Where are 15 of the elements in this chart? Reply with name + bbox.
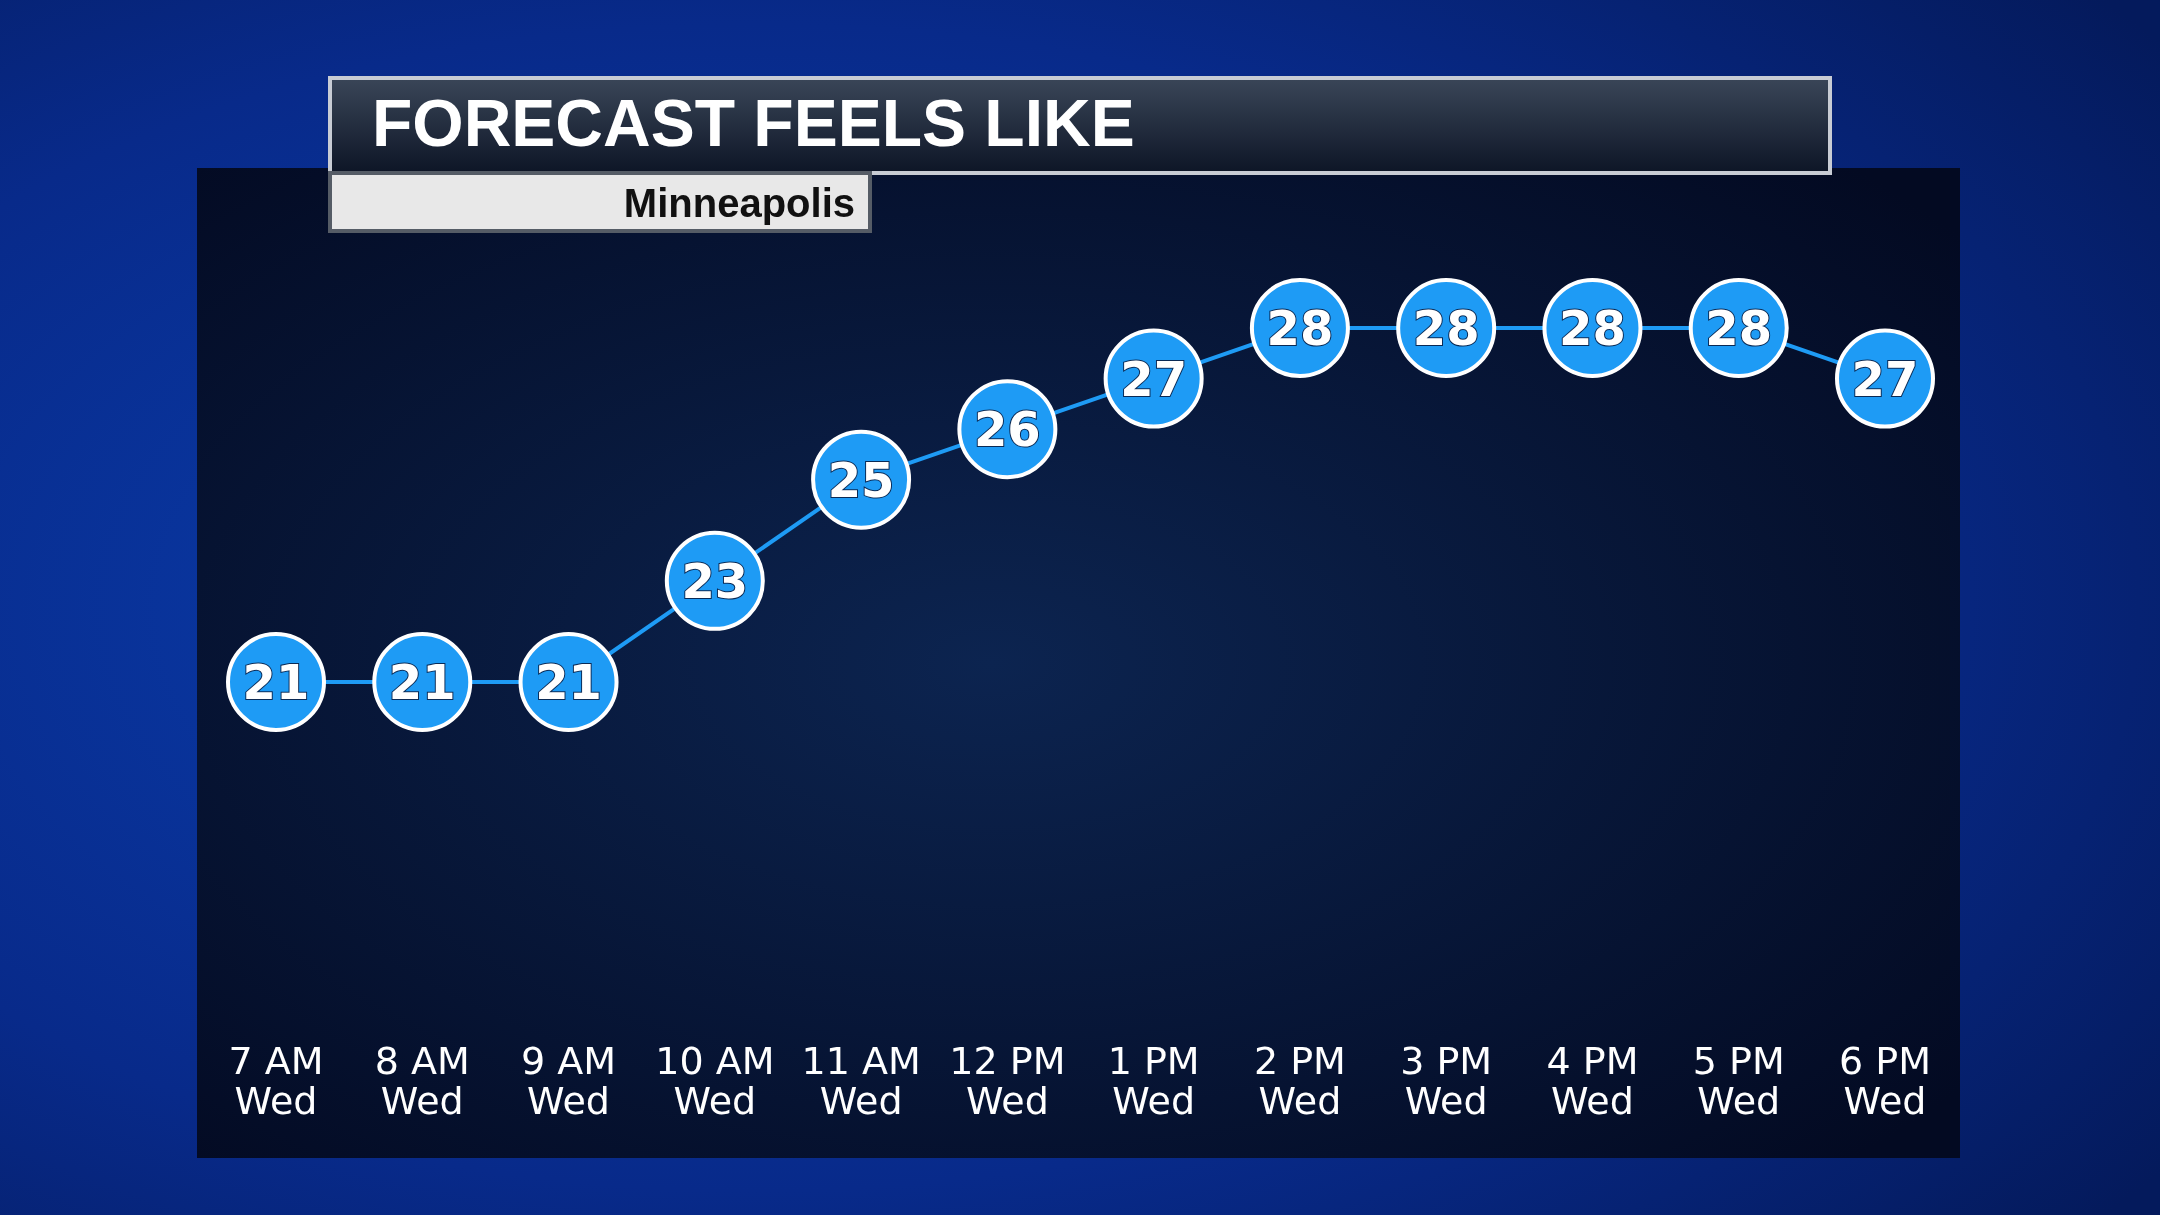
x-tick-label: 2 PM Wed xyxy=(1253,1039,1346,1123)
chart-title: FORECAST FEELS LIKE xyxy=(372,86,1135,160)
x-tick-label: 8 AM Wed xyxy=(374,1039,470,1123)
chart-subtitle: Minneapolis xyxy=(623,181,855,225)
x-tick-label: 10 AM Wed xyxy=(655,1039,775,1123)
x-tick-label: 9 AM Wed xyxy=(521,1039,617,1123)
x-tick-label: 4 PM Wed xyxy=(1546,1039,1639,1123)
x-tick-label: 3 PM Wed xyxy=(1400,1039,1493,1123)
x-tick-label: 1 PM Wed xyxy=(1107,1039,1200,1123)
x-tick-label: 7 AM Wed xyxy=(228,1039,324,1123)
x-tick-label: 12 PM Wed xyxy=(949,1039,1066,1123)
x-tick-label: 5 PM Wed xyxy=(1692,1039,1785,1123)
data-label: 21 xyxy=(242,654,310,710)
x-tick-label: 6 PM Wed xyxy=(1839,1039,1931,1123)
x-tick-label: 11 AM Wed xyxy=(801,1039,921,1123)
